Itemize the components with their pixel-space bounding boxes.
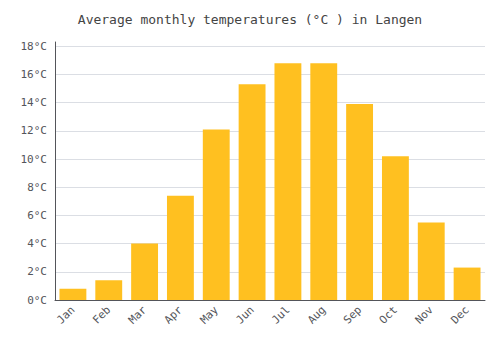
- svg-text:12°C: 12°C: [21, 124, 48, 137]
- svg-text:6°C: 6°C: [27, 209, 47, 222]
- svg-text:Apr: Apr: [162, 303, 185, 326]
- svg-text:Average monthly temperatures (: Average monthly temperatures (°C ) in La…: [78, 12, 422, 27]
- svg-text:14°C: 14°C: [21, 96, 48, 109]
- svg-text:Jun: Jun: [233, 303, 256, 326]
- svg-text:0°C: 0°C: [27, 294, 47, 307]
- svg-text:18°C: 18°C: [21, 40, 48, 53]
- svg-text:Mar: Mar: [126, 303, 149, 326]
- svg-text:8°C: 8°C: [27, 181, 47, 194]
- svg-text:16°C: 16°C: [21, 68, 48, 81]
- svg-text:10°C: 10°C: [21, 153, 48, 166]
- svg-text:Jan: Jan: [54, 303, 77, 326]
- svg-text:2°C: 2°C: [27, 265, 47, 278]
- svg-text:Oct: Oct: [377, 303, 400, 326]
- svg-text:4°C: 4°C: [27, 237, 47, 250]
- svg-text:Jul: Jul: [269, 303, 292, 326]
- svg-text:Sep: Sep: [341, 303, 364, 326]
- svg-text:Feb: Feb: [90, 303, 113, 326]
- svg-text:May: May: [198, 303, 221, 326]
- svg-text:Dec: Dec: [448, 303, 471, 326]
- svg-text:Nov: Nov: [413, 303, 436, 326]
- svg-text:Aug: Aug: [305, 303, 328, 326]
